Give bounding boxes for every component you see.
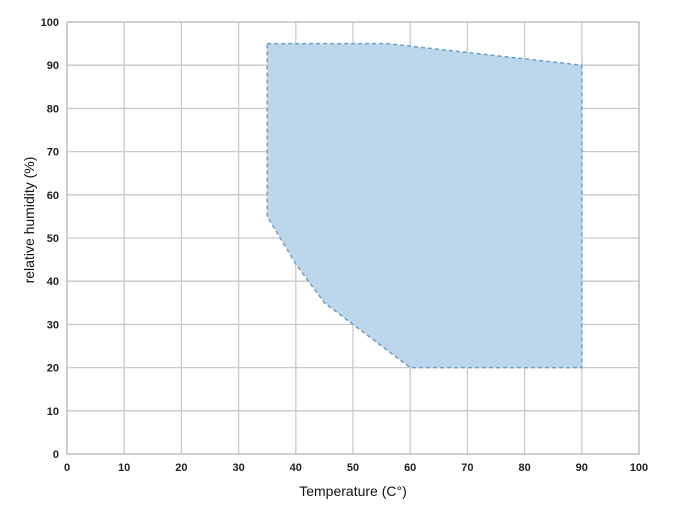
x-tick-label: 20: [175, 462, 187, 474]
x-tick-label: 40: [290, 462, 302, 474]
x-tick-label: 90: [576, 462, 588, 474]
y-axis-label: relative humidity (%): [21, 157, 37, 284]
x-tick-label: 10: [118, 462, 130, 474]
y-tick-labels: 0 10 20 30 40 50 60 70 80 90 100: [41, 17, 59, 461]
x-tick-label: 50: [347, 462, 359, 474]
x-tick-label: 0: [64, 462, 70, 474]
y-tick-label: 10: [47, 406, 59, 418]
series-layer: [266, 42, 583, 369]
x-tick-labels: 0 10 20 30 40 50 60 70 80 90 100: [64, 462, 648, 474]
x-axis-label: Temperature (C°): [299, 483, 407, 499]
x-tick-label: 80: [518, 462, 530, 474]
y-tick-label: 90: [47, 60, 59, 72]
y-tick-label: 30: [47, 319, 59, 331]
plot-frame: [66, 21, 640, 455]
operating-region: [266, 42, 583, 369]
y-tick-label: 0: [53, 449, 59, 461]
y-tick-label: 70: [47, 147, 59, 159]
y-tick-label: 60: [47, 190, 59, 202]
x-tick-label: 70: [461, 462, 473, 474]
y-tick-label: 80: [47, 103, 59, 115]
y-tick-label: 100: [41, 17, 59, 29]
x-tick-label: 100: [630, 462, 648, 474]
y-tick-label: 50: [47, 233, 59, 245]
x-tick-label: 30: [232, 462, 244, 474]
y-tick-label: 40: [47, 276, 59, 288]
x-tick-label: 60: [404, 462, 416, 474]
y-tick-label: 20: [47, 363, 59, 375]
